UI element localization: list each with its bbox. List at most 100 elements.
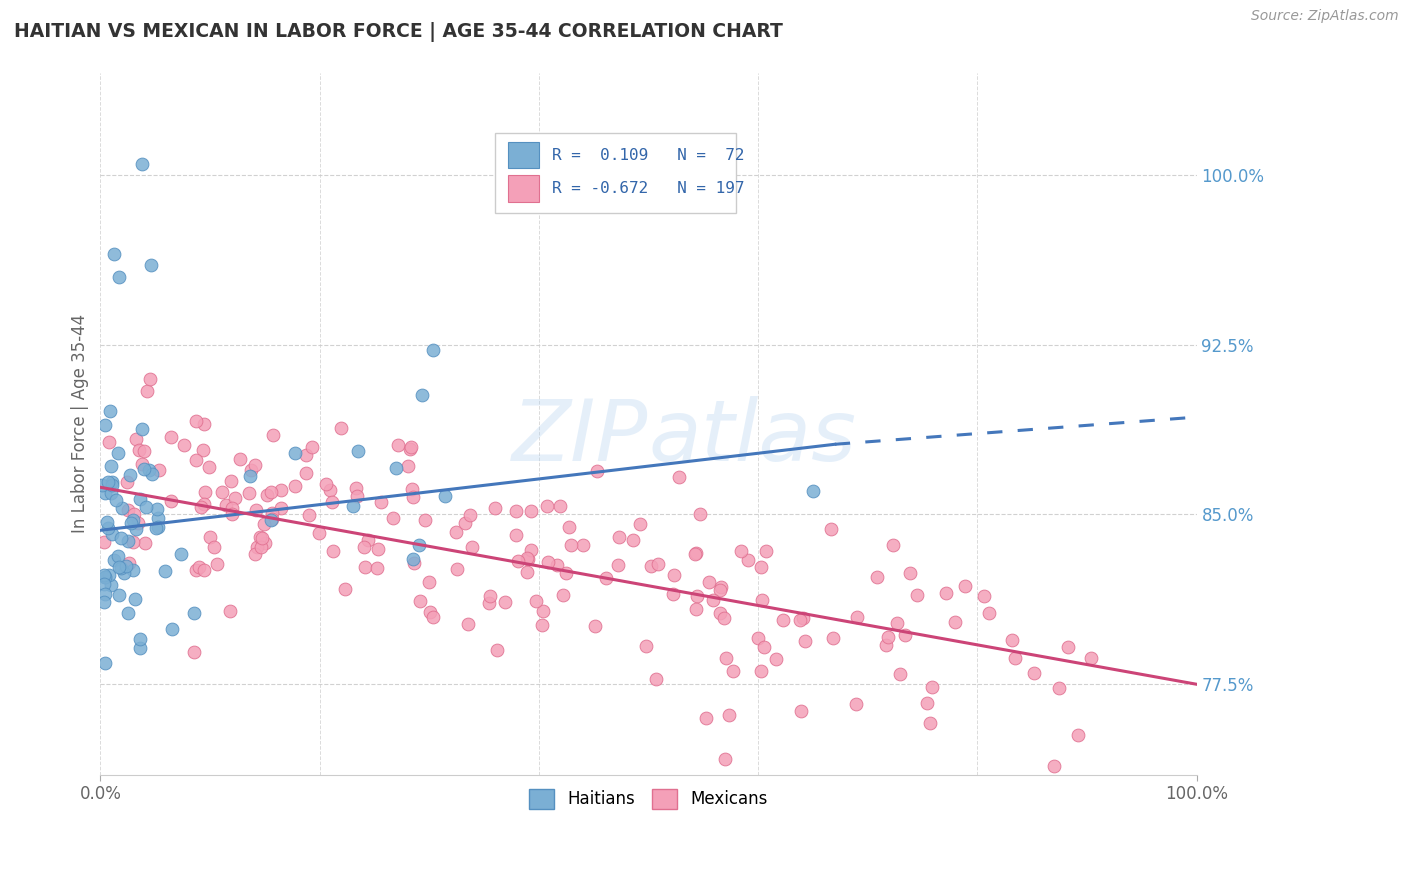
Point — [329, 421, 352, 435]
Point — [249, 540, 271, 554]
Point — [260, 506, 283, 520]
Point — [886, 615, 908, 630]
Point — [662, 587, 685, 601]
Point — [221, 507, 243, 521]
Point — [621, 533, 644, 548]
Point — [193, 497, 215, 511]
Point — [148, 462, 170, 476]
Point — [135, 500, 157, 514]
Point — [668, 470, 690, 484]
Point — [188, 560, 211, 574]
Point — [387, 438, 409, 452]
Point — [717, 708, 740, 723]
Point — [422, 610, 444, 624]
Point — [184, 563, 207, 577]
Point — [404, 556, 426, 570]
Point — [98, 435, 121, 450]
Point — [253, 535, 276, 549]
Point — [260, 513, 283, 527]
Point — [219, 604, 242, 618]
Point — [294, 448, 316, 462]
Point — [100, 577, 122, 591]
Point — [202, 541, 225, 555]
Point — [132, 443, 155, 458]
Point — [270, 501, 292, 516]
FancyBboxPatch shape — [495, 133, 737, 213]
Point — [583, 619, 606, 633]
Point — [607, 530, 630, 544]
Point — [110, 561, 132, 575]
Point — [146, 501, 169, 516]
Point — [107, 446, 129, 460]
Point — [315, 476, 337, 491]
Point — [1067, 728, 1090, 742]
Point — [685, 548, 707, 562]
Point — [308, 526, 330, 541]
Point — [198, 530, 221, 544]
Point — [866, 569, 889, 583]
Point — [516, 550, 538, 565]
Point — [685, 546, 707, 560]
Point — [755, 544, 778, 558]
Point — [433, 489, 456, 503]
Point — [537, 555, 560, 569]
Point — [353, 541, 375, 555]
Point — [898, 566, 921, 580]
Point — [221, 501, 243, 516]
Point — [94, 587, 117, 601]
Point — [111, 500, 134, 515]
Point — [801, 483, 824, 498]
Point — [531, 605, 554, 619]
Point — [194, 484, 217, 499]
Point — [117, 534, 139, 549]
Point — [270, 483, 292, 497]
Y-axis label: In Labor Force | Age 35-44: In Labor Force | Age 35-44 — [72, 314, 89, 533]
Point — [370, 495, 392, 509]
Text: Source: ZipAtlas.com: Source: ZipAtlas.com — [1251, 9, 1399, 23]
Point — [710, 580, 733, 594]
Point — [366, 561, 388, 575]
FancyBboxPatch shape — [508, 142, 538, 169]
Point — [115, 475, 138, 489]
Point — [356, 533, 378, 548]
Point — [889, 667, 911, 681]
Point — [112, 566, 135, 580]
Point — [96, 521, 118, 535]
Point — [153, 564, 176, 578]
Point — [159, 430, 181, 444]
Point — [205, 557, 228, 571]
Point — [486, 642, 509, 657]
Point — [550, 500, 572, 514]
Point — [458, 508, 481, 523]
Point — [1080, 651, 1102, 665]
Point — [342, 499, 364, 513]
Point — [505, 504, 527, 518]
Point — [100, 485, 122, 500]
Point — [446, 524, 468, 539]
Point — [90, 478, 112, 492]
Point — [586, 464, 609, 478]
Point — [183, 645, 205, 659]
Point — [122, 513, 145, 527]
Point — [186, 453, 208, 467]
Point — [749, 559, 772, 574]
Point — [714, 752, 737, 766]
Point — [100, 475, 122, 489]
Point — [1022, 666, 1045, 681]
Point — [215, 498, 238, 512]
Point — [422, 343, 444, 357]
Point — [721, 664, 744, 678]
Point — [408, 538, 430, 552]
Point — [193, 563, 215, 577]
Point — [94, 486, 117, 500]
Point — [321, 495, 343, 509]
Point — [845, 610, 868, 624]
Point — [354, 560, 377, 574]
Point — [685, 602, 707, 616]
Point — [844, 697, 866, 711]
Point — [520, 543, 543, 558]
Point — [239, 469, 262, 483]
Point — [120, 516, 142, 531]
Point — [457, 617, 479, 632]
Point — [716, 651, 738, 665]
